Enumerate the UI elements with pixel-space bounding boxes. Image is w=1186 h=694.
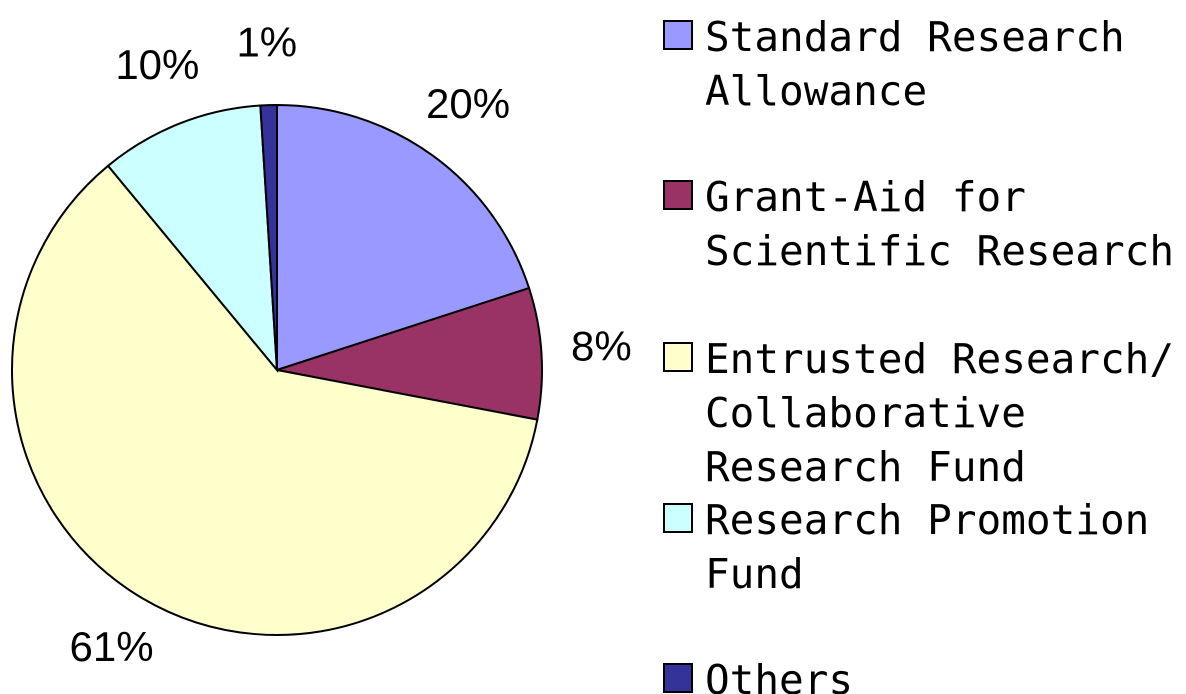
pie-slice xyxy=(276,286,543,421)
legend-entry: Standard Research Allowance xyxy=(663,10,1186,118)
legend-label: Others xyxy=(705,656,854,694)
legend-swatch xyxy=(663,20,693,50)
legend-entry: Entrusted Research/ Collaborative Resear… xyxy=(663,332,1186,494)
legend-entry: Grant-Aid for Scientific Research xyxy=(663,170,1186,278)
slice-label: 1% xyxy=(236,18,297,65)
legend-entry: Others xyxy=(663,653,1186,694)
legend-swatch xyxy=(663,342,693,372)
pie-slice xyxy=(11,164,539,636)
slice-label: 8% xyxy=(571,323,632,370)
slice-label: 20% xyxy=(426,80,510,127)
pie-slice xyxy=(106,104,279,374)
legend-label: Entrusted Research/ Collaborative Resear… xyxy=(705,335,1174,491)
slice-label: 61% xyxy=(70,623,154,670)
legend-swatch xyxy=(663,503,693,533)
pie-slice xyxy=(259,103,278,371)
legend-entry: Research Promotion Fund xyxy=(663,493,1186,601)
legend-swatch xyxy=(663,663,693,693)
legend-label: Research Promotion Fund xyxy=(705,496,1150,598)
legend-label: Grant-Aid for Scientific Research xyxy=(705,173,1174,275)
slice-label: 10% xyxy=(115,41,199,88)
legend-swatch xyxy=(663,180,693,210)
pie-slice xyxy=(276,103,531,372)
legend-label: Standard Research Allowance xyxy=(705,13,1125,115)
